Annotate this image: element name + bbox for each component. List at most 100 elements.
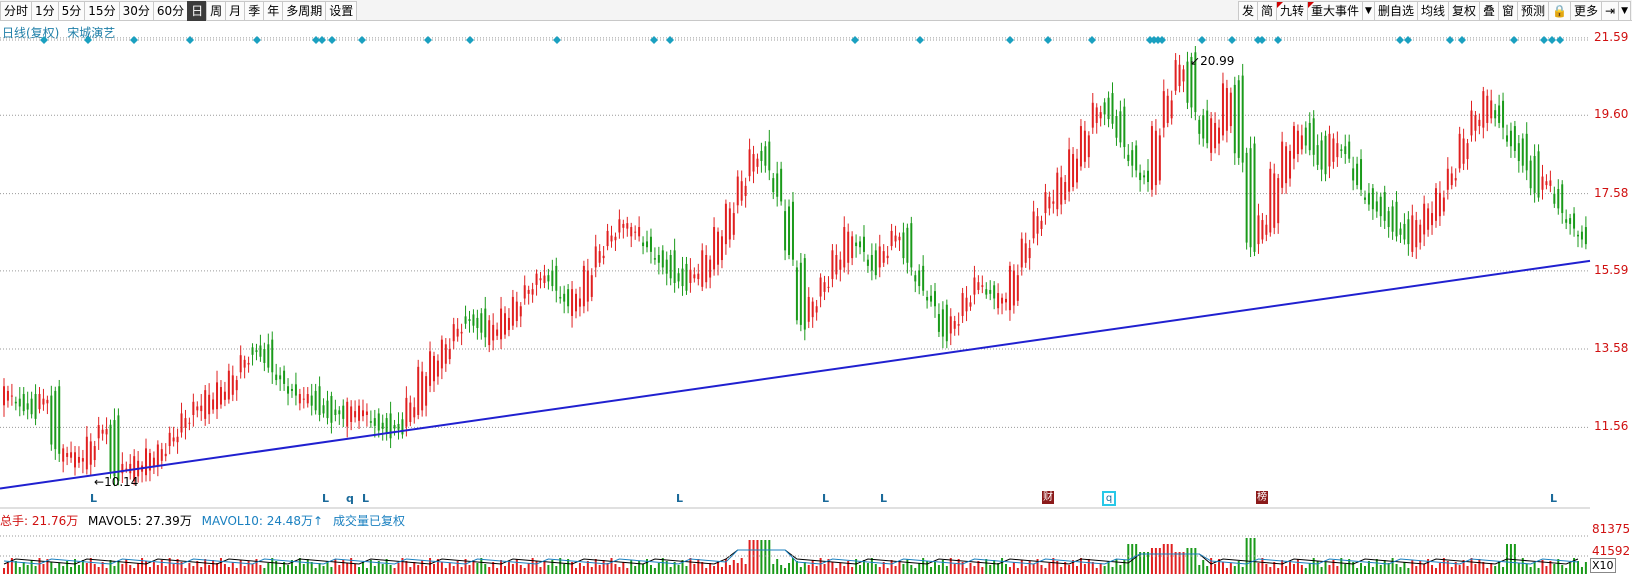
tab-2[interactable]: 5分 xyxy=(57,1,86,21)
candle-body xyxy=(1427,208,1430,230)
candle-body xyxy=(1462,138,1465,164)
signal-diamond xyxy=(84,36,92,44)
lock-icon[interactable]: 🔒 xyxy=(1548,1,1571,21)
volume-bar xyxy=(476,563,479,574)
candle-body xyxy=(578,298,581,307)
volume-bar xyxy=(1241,567,1244,574)
tab-11[interactable]: 多周期 xyxy=(282,1,327,21)
candle-body xyxy=(764,146,767,166)
volume-bar xyxy=(30,560,33,574)
volume-bar xyxy=(275,561,278,574)
candle-body xyxy=(523,285,526,299)
toolbar-button-7[interactable]: 复权 xyxy=(1447,1,1480,21)
volume-bar xyxy=(227,567,230,574)
toolbar-button-6[interactable]: 均线 xyxy=(1416,1,1449,21)
candle-body xyxy=(685,263,688,291)
tab-10[interactable]: 年 xyxy=(263,1,284,21)
volume-bar xyxy=(1584,562,1587,574)
tab-8[interactable]: 月 xyxy=(225,1,246,21)
volume-bar xyxy=(732,560,735,574)
candle-body xyxy=(1072,154,1075,188)
candle-body xyxy=(1442,197,1445,212)
low-arrow-icon: ← xyxy=(94,475,105,489)
volume-bar xyxy=(602,560,605,574)
signal-diamond xyxy=(1258,36,1266,44)
candle-body xyxy=(283,370,286,384)
volume-chart[interactable] xyxy=(0,512,1632,576)
toolbar-button-8[interactable]: 叠 xyxy=(1479,1,1500,21)
signal-mark-0: L xyxy=(90,492,98,505)
tab-0[interactable]: 分时 xyxy=(0,1,33,21)
volume-bar xyxy=(1036,559,1039,574)
volume-bar xyxy=(1147,552,1150,574)
tab-9[interactable]: 季 xyxy=(244,1,265,21)
candle-body xyxy=(862,236,865,252)
candle-body xyxy=(1454,178,1457,181)
chart-title: 日线(复权) 宋城演艺 xyxy=(2,24,115,41)
candle-body xyxy=(843,227,846,268)
candle-body xyxy=(835,255,838,275)
candle-body xyxy=(117,415,120,482)
candle-body xyxy=(642,242,645,247)
volume-bar xyxy=(1048,563,1051,574)
dropdown-button[interactable]: ▼ xyxy=(1618,1,1631,21)
toolbar-button-2[interactable]: 九转 xyxy=(1276,1,1309,21)
candle-body xyxy=(590,275,593,297)
event-marker-2[interactable]: 榜 xyxy=(1256,491,1268,504)
candle-body xyxy=(322,405,325,414)
tab-3[interactable]: 15分 xyxy=(84,1,120,21)
volume-bar xyxy=(1119,565,1122,574)
tab-6[interactable]: 日 xyxy=(187,1,208,21)
volume-bar xyxy=(1553,564,1556,574)
volume-bar xyxy=(204,559,207,574)
toolbar-button-10[interactable]: 预测 xyxy=(1517,1,1550,21)
volume-bar xyxy=(239,560,242,574)
tab-12[interactable]: 设置 xyxy=(325,1,358,21)
volume-bar xyxy=(488,567,491,574)
price-chart[interactable] xyxy=(0,22,1632,510)
tab-7[interactable]: 周 xyxy=(206,1,227,21)
candle-body xyxy=(212,399,215,410)
volume-bar xyxy=(1135,544,1138,574)
volume-bar xyxy=(697,559,700,574)
toolbar-button-5[interactable]: 删自选 xyxy=(1373,1,1418,21)
volume-bar xyxy=(1541,560,1544,574)
volume-bar xyxy=(1162,544,1165,574)
candle-body xyxy=(661,250,664,268)
event-marker-1[interactable]: q xyxy=(1102,491,1116,506)
toolbar-button-3[interactable]: 重大事件 xyxy=(1307,1,1364,21)
volume-bar xyxy=(1206,566,1209,574)
volume-bar xyxy=(1320,567,1323,574)
candle-body xyxy=(436,360,439,377)
candle-body xyxy=(1202,115,1205,139)
candle-body xyxy=(910,223,913,268)
candle-body xyxy=(1241,75,1244,163)
exit-icon[interactable]: ⇥ xyxy=(1601,1,1620,21)
volume-bar xyxy=(358,567,361,574)
tab-4[interactable]: 30分 xyxy=(118,1,154,21)
volume-bar xyxy=(192,566,195,574)
toolbar-button-1[interactable]: 简 xyxy=(1256,1,1277,21)
candle-body xyxy=(1143,175,1146,178)
volume-bar xyxy=(1324,562,1327,574)
low-annotation: ←10.14 xyxy=(94,475,138,489)
candle-body xyxy=(1170,100,1173,119)
candle-body xyxy=(1119,111,1122,143)
candle-body xyxy=(306,394,309,404)
candle-body xyxy=(831,250,834,280)
candle-body xyxy=(1060,177,1063,205)
volume-bar xyxy=(922,558,925,574)
volume-bar xyxy=(646,559,649,574)
event-marker-0[interactable]: 财 xyxy=(1042,491,1054,504)
toolbar-button-12[interactable]: 更多 xyxy=(1570,1,1603,21)
volume-bar xyxy=(1296,559,1299,574)
tab-5[interactable]: 60分 xyxy=(152,1,189,21)
toolbar-button-9[interactable]: 窗 xyxy=(1498,1,1519,21)
candle-body xyxy=(42,398,45,405)
candle-body xyxy=(346,401,349,427)
tab-1[interactable]: 1分 xyxy=(31,1,59,21)
volume-bar xyxy=(1316,561,1319,574)
toolbar-button-0[interactable]: 发 xyxy=(1237,1,1258,21)
volume-bar xyxy=(799,567,802,574)
volume-bar xyxy=(1218,559,1221,574)
